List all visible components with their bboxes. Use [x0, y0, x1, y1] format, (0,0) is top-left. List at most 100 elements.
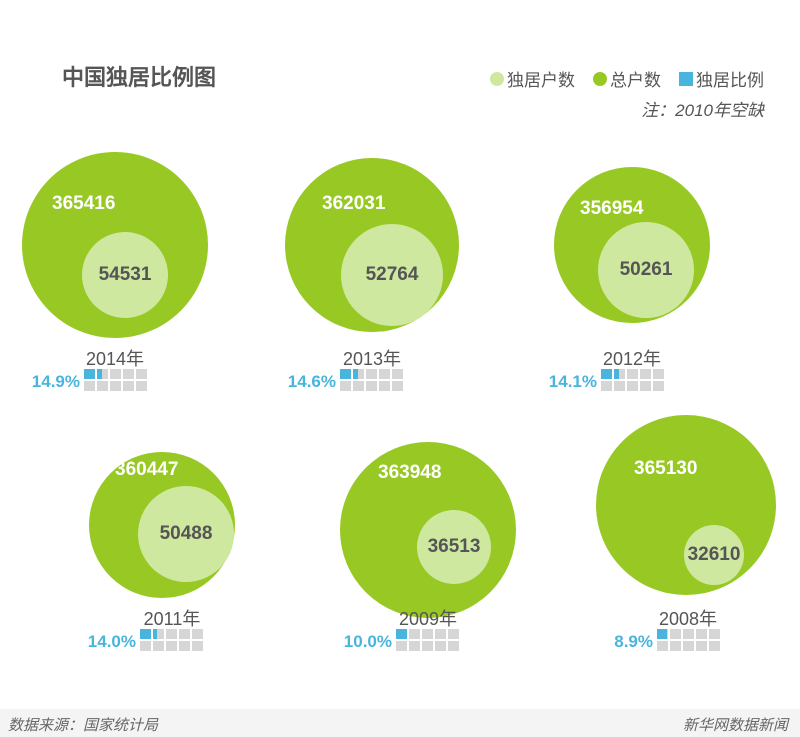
- legend: 独居户数 总户数 独居比例: [490, 66, 764, 91]
- year-label: 2012年: [602, 349, 662, 369]
- ratio-grid: [84, 369, 147, 391]
- ratio-fill: [97, 369, 103, 379]
- ratio-label: 14.9%: [31, 372, 80, 391]
- legend-label: 独居比例: [696, 71, 764, 90]
- legend-label: 总户数: [610, 71, 661, 90]
- brand-text: 新华网数据新闻: [682, 717, 788, 734]
- source-text: 数据来源：国家统计局: [8, 717, 159, 734]
- ratio-cell: [192, 641, 203, 651]
- ratio-cell: [353, 381, 364, 391]
- alone-value-label: 52764: [365, 264, 419, 285]
- ratio-cell: [192, 629, 203, 639]
- ratio-cell: [84, 369, 95, 379]
- ratio-cell: [657, 629, 668, 639]
- ratio-cell: [627, 369, 638, 379]
- ratio-cell: [670, 641, 681, 651]
- ratio-cell: [166, 629, 177, 639]
- ratio-cell: [396, 641, 407, 651]
- ratio-grid: [340, 369, 403, 391]
- green-dot-icon: [593, 71, 607, 86]
- blue-square-icon: [679, 71, 693, 86]
- ratio-fill: [340, 369, 351, 379]
- alone-value-label: 50488: [159, 523, 213, 544]
- ratio-cell: [392, 381, 403, 391]
- ratio-cell: [614, 381, 625, 391]
- year-label: 2008年: [658, 609, 718, 629]
- legend-label: 独居户数: [507, 71, 575, 90]
- legend-ratio: 独居比例: [679, 66, 764, 91]
- year-label: 2009年: [398, 609, 458, 629]
- ratio-fill: [657, 629, 667, 639]
- year-label: 2011年: [143, 609, 201, 629]
- ratio-cell: [392, 369, 403, 379]
- ratio-cell: [366, 369, 377, 379]
- ratio-cell: [110, 381, 121, 391]
- alone-value-label: 32610: [687, 544, 741, 565]
- footer: 数据来源：国家统计局 新华网数据新闻: [0, 709, 800, 737]
- ratio-cell: [340, 369, 351, 379]
- ratio-grid: [657, 629, 720, 651]
- ratio-grid: [140, 629, 203, 651]
- ratio-cell: [366, 381, 377, 391]
- ratio-label: 14.0%: [87, 632, 136, 651]
- ratio-cell: [422, 641, 433, 651]
- legend-total: 总户数: [593, 66, 661, 91]
- total-value-label: 365130: [634, 458, 698, 479]
- ratio-label: 14.6%: [287, 372, 336, 391]
- ratio-cell: [140, 629, 151, 639]
- ratio-cell: [683, 641, 694, 651]
- ratio-cell: [709, 629, 720, 639]
- ratio-cell: [709, 641, 720, 651]
- alone-households-circle: [684, 525, 744, 585]
- total-value-label: 362031: [322, 193, 386, 214]
- ratio-cell: [110, 369, 121, 379]
- total-value-label: 360447: [115, 459, 179, 480]
- alone-households-circle: [138, 486, 234, 582]
- ratio-cell: [179, 629, 190, 639]
- ratio-fill: [140, 629, 151, 639]
- ratio-label: 8.9%: [614, 632, 653, 651]
- ratio-cell: [601, 381, 612, 391]
- ratio-cell: [627, 381, 638, 391]
- light-green-dot-icon: [490, 71, 504, 86]
- ratio-cell: [140, 641, 151, 651]
- ratio-cell: [653, 369, 664, 379]
- ratio-cell: [153, 641, 164, 651]
- ratio-cell: [448, 641, 459, 651]
- alone-households-circle: [598, 222, 694, 318]
- ratio-cell: [614, 369, 625, 379]
- ratio-cell: [696, 629, 707, 639]
- ratio-cell: [640, 369, 651, 379]
- ratio-cell: [683, 629, 694, 639]
- legend-alone: 独居户数: [490, 66, 575, 91]
- ratio-fill: [396, 629, 407, 639]
- ratio-cell: [696, 641, 707, 651]
- ratio-fill: [614, 369, 619, 379]
- total-value-label: 356954: [580, 198, 644, 219]
- ratio-cell: [640, 381, 651, 391]
- ratio-cell: [379, 369, 390, 379]
- ratio-cell: [340, 381, 351, 391]
- alone-value-label: 36513: [427, 536, 481, 557]
- ratio-cell: [653, 381, 664, 391]
- year-label: 2013年: [342, 349, 402, 369]
- ratio-cell: [435, 641, 446, 651]
- ratio-cell: [136, 381, 147, 391]
- ratio-cell: [97, 381, 108, 391]
- ratio-grid: [601, 369, 664, 391]
- ratio-cell: [396, 629, 407, 639]
- total-value-label: 365416: [52, 193, 116, 214]
- ratio-cell: [166, 641, 177, 651]
- ratio-cell: [435, 629, 446, 639]
- alone-households-circle: [82, 232, 168, 318]
- ratio-cell: [123, 369, 134, 379]
- ratio-label: 10.0%: [343, 632, 392, 651]
- alone-value-label: 54531: [98, 264, 152, 285]
- ratio-cell: [657, 641, 668, 651]
- ratio-cell: [353, 369, 364, 379]
- ratio-cell: [136, 369, 147, 379]
- note: 注：2010年空缺: [641, 101, 764, 120]
- ratio-fill: [601, 369, 612, 379]
- ratio-cell: [601, 369, 612, 379]
- total-value-label: 363948: [378, 462, 442, 483]
